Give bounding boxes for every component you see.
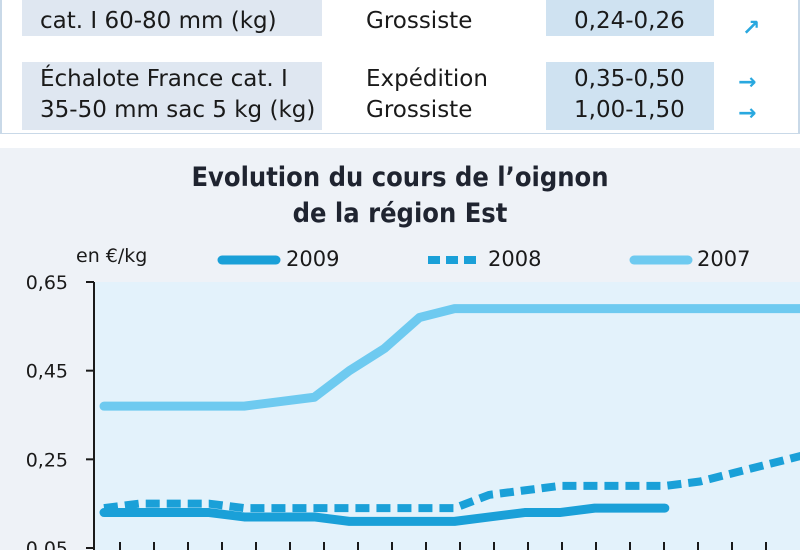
legend-label-2007: 2007 <box>697 247 751 271</box>
table-row-2-price-2: 1,00-1,50 <box>574 97 685 123</box>
legend-label-2008: 2008 <box>488 247 542 271</box>
series-line-2009 <box>99 503 670 526</box>
table-row-1-product-cell: cat. I 60-80 mm (kg) <box>22 0 322 36</box>
table-row-2-trend-cell: → → <box>720 62 780 130</box>
table-row-2-product-cell: Échalote France cat. I 35-50 mm sac 5 kg… <box>22 62 322 130</box>
y-axis: 0,65 0,45 0,25 0,05 <box>26 272 95 550</box>
table-row-1-trend-cell: ↗ <box>720 0 780 40</box>
x-axis <box>119 542 767 550</box>
table-frame <box>0 0 800 134</box>
chart-title-line-2: de la région Est <box>292 198 508 229</box>
table-row-2-product-line-2: 35-50 mm sac 5 kg (kg) <box>40 97 316 123</box>
table-row-2-product-line-1: Échalote France cat. I <box>40 66 288 92</box>
table-row-2-stage-cell: Expédition Grossiste <box>330 62 540 130</box>
table-row-1-price-cell: 0,24-0,26 <box>546 0 714 36</box>
line-chart: 0,65 0,45 0,25 0,05 <box>26 272 800 550</box>
trend-stable-arrow-icon: → <box>738 70 757 95</box>
table-row-2-price-cell: 0,35-0,50 1,00-1,50 <box>546 62 714 130</box>
series-line-2008 <box>103 452 800 513</box>
table-row-1-price-1: 0,24-0,26 <box>574 8 685 34</box>
table-row-2-stage-1: Expédition <box>366 66 488 92</box>
chart-title-line-1: Evolution du cours de l’oignon <box>191 162 609 193</box>
y-axis-unit-label: en €/kg <box>76 245 148 267</box>
trend-stable-arrow-icon: → <box>738 101 757 126</box>
price-table: cat. I 60-80 mm (kg) Grossiste 0,24-0,26… <box>0 0 800 140</box>
y-tick-label: 0,65 <box>26 272 68 294</box>
series-line-2007 <box>99 304 800 411</box>
table-row-2-stage-2: Grossiste <box>366 97 473 123</box>
chart-legend <box>217 255 693 265</box>
series-lines <box>99 304 800 526</box>
y-tick-label: 0,05 <box>26 538 68 550</box>
y-tick-label: 0,45 <box>26 361 68 383</box>
table-row-2-price-1: 0,35-0,50 <box>574 66 685 92</box>
table-row-1-stage-1: Grossiste <box>366 8 473 34</box>
table-row-1-stage-cell: Grossiste <box>330 0 540 36</box>
legend-label-2009: 2009 <box>286 247 340 271</box>
trend-up-arrow-icon: ↗ <box>742 16 761 41</box>
table-row-1-product-line-1: cat. I 60-80 mm (kg) <box>40 8 277 34</box>
y-tick-label: 0,25 <box>26 449 68 471</box>
